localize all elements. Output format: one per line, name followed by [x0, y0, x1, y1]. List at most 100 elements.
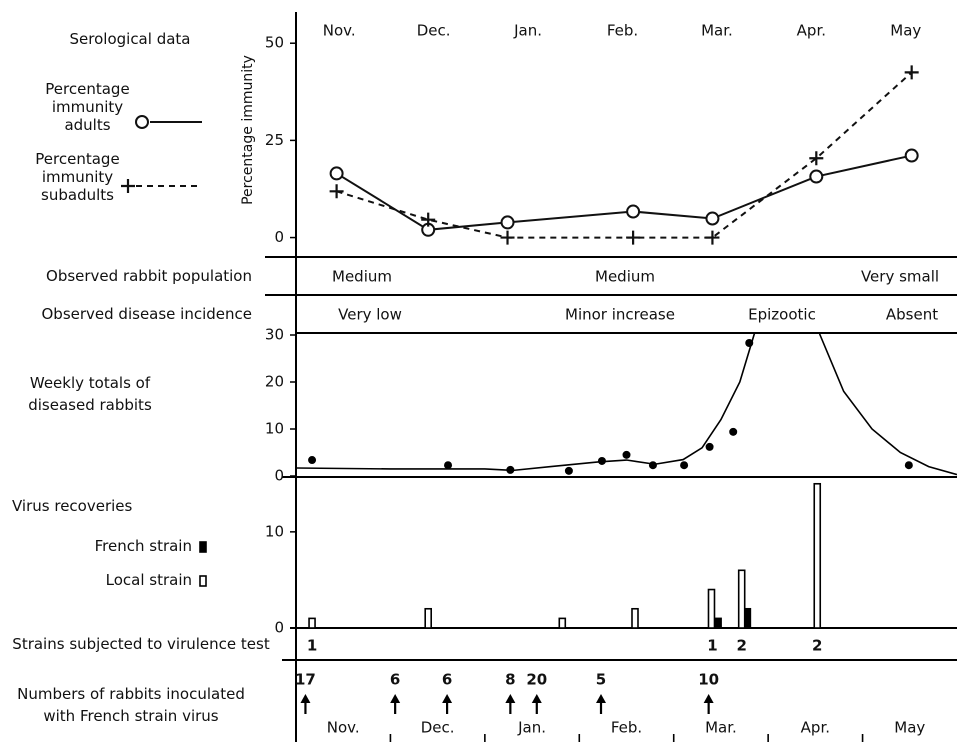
point	[809, 151, 824, 166]
arrow-head	[703, 694, 714, 703]
x-tick-label: Dec.	[417, 22, 451, 40]
x-tick-label: Nov.	[323, 22, 356, 40]
y-tick-label: 10	[265, 522, 284, 540]
x-tick-label: Feb.	[611, 719, 642, 737]
arrow-head	[505, 694, 516, 703]
x-tick-label: Dec.	[421, 719, 455, 737]
x-tick-label: May	[894, 719, 925, 737]
point	[506, 465, 515, 474]
point	[809, 169, 824, 184]
x-tick-label: Jan.	[513, 22, 542, 40]
row-label: Epizootic	[748, 306, 816, 324]
bar	[308, 617, 316, 629]
point	[705, 442, 714, 451]
point	[622, 450, 631, 459]
point	[626, 204, 641, 219]
count-label: 5	[596, 671, 606, 689]
point	[329, 184, 344, 199]
row-title: Numbers of rabbits inoculated with Frenc…	[17, 685, 245, 725]
y-axis-label: Percentage immunity	[240, 55, 256, 205]
x-tick-label: Nov.	[327, 719, 360, 737]
point	[626, 230, 641, 245]
point	[308, 456, 317, 465]
legend-label: Local strain	[105, 571, 192, 589]
y-tick-label: 0	[274, 619, 284, 637]
y-tick-label: 20	[265, 373, 284, 391]
count-label: 8	[505, 671, 515, 689]
x-tick-label: Jan.	[517, 719, 546, 737]
count-label: 1	[707, 637, 717, 655]
bar	[707, 588, 716, 629]
legend-marker	[135, 115, 149, 129]
row-title: Observed disease incidence	[41, 305, 253, 323]
point	[500, 215, 515, 230]
bar	[813, 482, 822, 629]
row-label: Medium	[595, 268, 655, 286]
row-title: Strains subjected to virulence test	[12, 635, 270, 653]
y-tick-label: 0	[274, 228, 284, 246]
legend-marker	[199, 541, 207, 553]
y-tick-label: 50	[265, 34, 284, 52]
row-label: Very low	[338, 306, 402, 324]
arrow-head	[531, 694, 542, 703]
point	[329, 166, 344, 181]
point	[444, 461, 453, 470]
bar	[714, 617, 722, 629]
row-label: Medium	[332, 268, 392, 286]
point	[745, 338, 754, 347]
bar	[558, 617, 567, 629]
count-label: 2	[812, 637, 822, 655]
row-title: Observed rabbit population	[46, 267, 252, 285]
x-tick-label: Apr.	[801, 719, 830, 737]
point	[500, 230, 515, 245]
point	[648, 461, 657, 470]
point	[705, 211, 720, 226]
bar	[424, 607, 433, 629]
point	[904, 148, 919, 163]
arrow-head	[390, 694, 401, 703]
count-label: 17	[295, 671, 316, 689]
row-label: Very small	[861, 268, 939, 286]
point	[705, 230, 720, 245]
x-tick-label: Apr.	[797, 22, 826, 40]
x-tick-label: Feb.	[607, 22, 638, 40]
point	[904, 461, 913, 470]
arrow-head	[442, 694, 453, 703]
y-tick-label: 30	[265, 326, 284, 344]
arrow-head	[300, 694, 311, 703]
count-label: 10	[698, 671, 719, 689]
legend-marker	[199, 575, 207, 587]
point	[564, 466, 573, 475]
point	[680, 461, 689, 470]
x-tick-label: Mar.	[701, 22, 733, 40]
x-tick-label: May	[890, 22, 921, 40]
panel-title: Serological data	[69, 30, 191, 48]
bar	[631, 607, 639, 629]
legend-label: Percentage immunity subadults	[35, 150, 120, 204]
count-label: 1	[307, 637, 317, 655]
bar	[737, 569, 746, 629]
row-label: Absent	[886, 306, 938, 324]
x-tick-label: Mar.	[705, 719, 737, 737]
y-tick-label: 10	[265, 420, 284, 438]
arrow-head	[596, 694, 607, 703]
point	[597, 456, 606, 465]
panel-title: Weekly totals of diseased rabbits	[28, 374, 152, 414]
point	[729, 427, 738, 436]
count-label: 2	[736, 637, 746, 655]
y-tick-label: 25	[265, 131, 284, 149]
legend-label: French strain	[94, 537, 192, 555]
point	[904, 65, 919, 80]
row-label: Minor increase	[565, 306, 675, 324]
count-label: 20	[526, 671, 547, 689]
legend-label: Percentage immunity adults	[45, 80, 130, 134]
point	[421, 212, 436, 227]
count-label: 6	[390, 671, 400, 689]
panel-title: Virus recoveries	[12, 497, 133, 515]
fitted-curve	[296, 333, 957, 476]
y-tick-label: 0	[274, 467, 284, 485]
count-label: 6	[442, 671, 452, 689]
legend-marker	[121, 179, 135, 193]
